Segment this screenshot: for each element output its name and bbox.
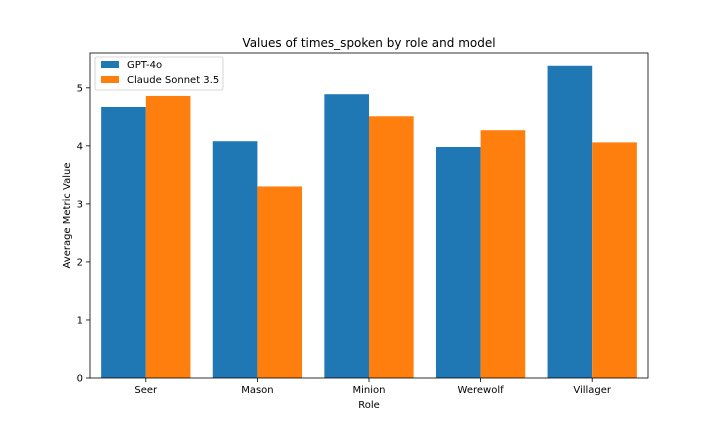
x-axis: Seer Mason Minion Werewolf Villager [134,378,612,396]
y-axis: 0 1 2 3 4 5 [77,83,90,385]
legend-label-claude-sonnet-3-5: Claude Sonnet 3.5 [127,75,219,86]
bar-gpt-4o-mason [212,141,258,378]
bar-gpt-4o-werewolf [435,147,481,378]
y-tick-label: 3 [77,199,83,210]
bar-gpt-4o-villager [547,65,593,379]
bar-claude-sonnet-3-5-werewolf [480,130,526,378]
legend-swatch-claude-sonnet-3-5 [101,76,119,83]
x-tick-label-villager: Villager [573,385,612,396]
legend: GPT-4o Claude Sonnet 3.5 [94,56,224,91]
x-tick-label-mason: Mason [241,385,273,396]
bar-gpt-4o-seer [101,106,146,378]
legend-swatch-gpt-4o [101,61,119,68]
bar-claude-sonnet-3-5-villager [592,142,637,379]
y-tick-label: 2 [77,257,83,268]
y-tick-label: 0 [77,374,83,385]
y-tick-label: 4 [77,141,83,152]
legend-frame [94,56,224,91]
y-tick-label: 1 [77,315,83,326]
x-tick-label-werewolf: Werewolf [458,385,505,396]
chart-title: Values of times_spoken by role and model [242,36,495,50]
bar-gpt-4o-minion [324,94,369,379]
bar-claude-sonnet-3-5-minion [369,116,414,378]
bar-claude-sonnet-3-5-seer [145,95,191,378]
x-tick-label-minion: Minion [353,385,386,396]
y-tick-label: 5 [77,83,83,94]
plot-area [101,65,637,379]
legend-label-gpt-4o: GPT-4o [127,60,162,71]
x-axis-label: Role [358,400,380,411]
y-axis-label: Average Metric Value [62,163,73,269]
bar-claude-sonnet-3-5-mason [257,186,303,378]
x-tick-label-seer: Seer [134,385,158,396]
